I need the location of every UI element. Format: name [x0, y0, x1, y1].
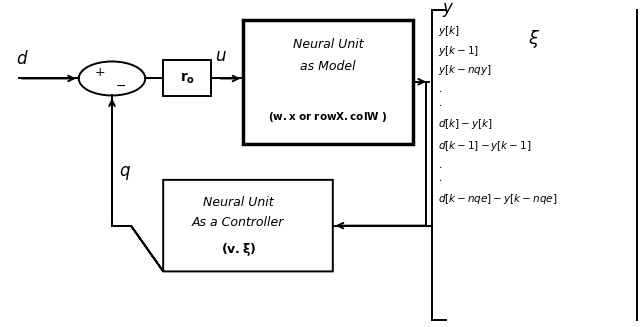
- Text: $d[k]-y[k]$: $d[k]-y[k]$: [438, 117, 493, 131]
- Text: .: .: [438, 85, 442, 95]
- Text: .: .: [438, 174, 442, 183]
- Text: $-$: $-$: [115, 79, 126, 92]
- Text: $y$: $y$: [442, 1, 454, 19]
- Text: $u$: $u$: [215, 46, 227, 65]
- Text: $\xi$: $\xi$: [528, 28, 541, 50]
- Text: $d[k-1]-y[k-1]$: $d[k-1]-y[k-1]$: [438, 139, 532, 152]
- Text: $\mathbf{r_o}$: $\mathbf{r_o}$: [180, 71, 195, 86]
- Text: Neural Unit: Neural Unit: [203, 196, 274, 209]
- Text: $\mathbf{(w.x\ or\ rowX.colW\ )}$: $\mathbf{(w.x\ or\ rowX.colW\ )}$: [268, 110, 388, 124]
- Text: as Model: as Model: [300, 60, 356, 73]
- Text: $y[k-1]$: $y[k-1]$: [438, 44, 479, 58]
- Text: $y[k-nqy]$: $y[k-nqy]$: [438, 63, 492, 77]
- Text: $q$: $q$: [119, 164, 131, 182]
- Bar: [243, 20, 413, 144]
- Text: $\mathbf{(v.\xi)}$: $\mathbf{(v.\xi)}$: [221, 241, 256, 258]
- Text: $d[k-nqe]-y[k-nqe]$: $d[k-nqe]-y[k-nqe]$: [438, 193, 558, 206]
- Text: +: +: [95, 65, 106, 78]
- Text: $y[k]$: $y[k]$: [438, 24, 460, 38]
- Text: $d$: $d$: [16, 50, 29, 68]
- Bar: [163, 60, 211, 96]
- Text: .: .: [438, 161, 442, 170]
- Text: Neural Unit: Neural Unit: [292, 38, 364, 51]
- Text: .: .: [438, 98, 442, 108]
- Text: As a Controller: As a Controller: [192, 216, 285, 229]
